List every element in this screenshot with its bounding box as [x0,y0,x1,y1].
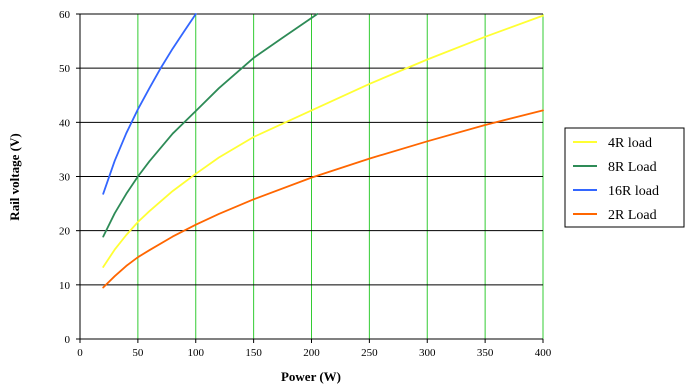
x-tick-label: 300 [419,347,436,359]
legend-box [564,127,685,228]
y-axis-title: Rail voltage (V) [7,133,22,220]
y-tick-label: 10 [59,280,71,292]
y-tick-label: 60 [59,9,71,21]
series-line-3 [102,13,197,195]
x-tick-label: 150 [245,347,262,359]
legend-label: 4R load [608,136,652,151]
y-tick-label: 20 [59,226,71,238]
legend-label: 16R load [608,184,659,199]
x-tick-label: 100 [188,347,205,359]
x-tick-label: 350 [477,347,494,359]
y-tick-label: 50 [59,63,71,75]
series-lines [102,13,544,289]
legend: 4R load 8R Load 16R load 2R Load [564,127,685,228]
x-tick-label: 400 [535,347,552,359]
y-tick-label: 0 [65,334,71,346]
gridlines [80,13,544,339]
x-axis-title: Power (W) [281,369,341,384]
series-line-1 [102,14,544,268]
x-tick-label: 250 [361,347,378,359]
y-tick-label: 40 [59,117,71,129]
tick-labels: 0 50 100 150 200 250 300 350 400 0 10 20 30 40 50 60 [59,9,552,359]
legend-label: 2R Load [608,208,657,223]
x-tick-label: 0 [77,347,83,359]
series-line-4 [102,109,544,289]
legend-label: 8R Load [608,160,657,175]
axes [76,13,544,343]
y-tick-label: 30 [59,172,71,184]
series-line-2 [102,13,319,238]
x-tick-label: 200 [303,347,320,359]
x-tick-label: 50 [132,347,144,359]
